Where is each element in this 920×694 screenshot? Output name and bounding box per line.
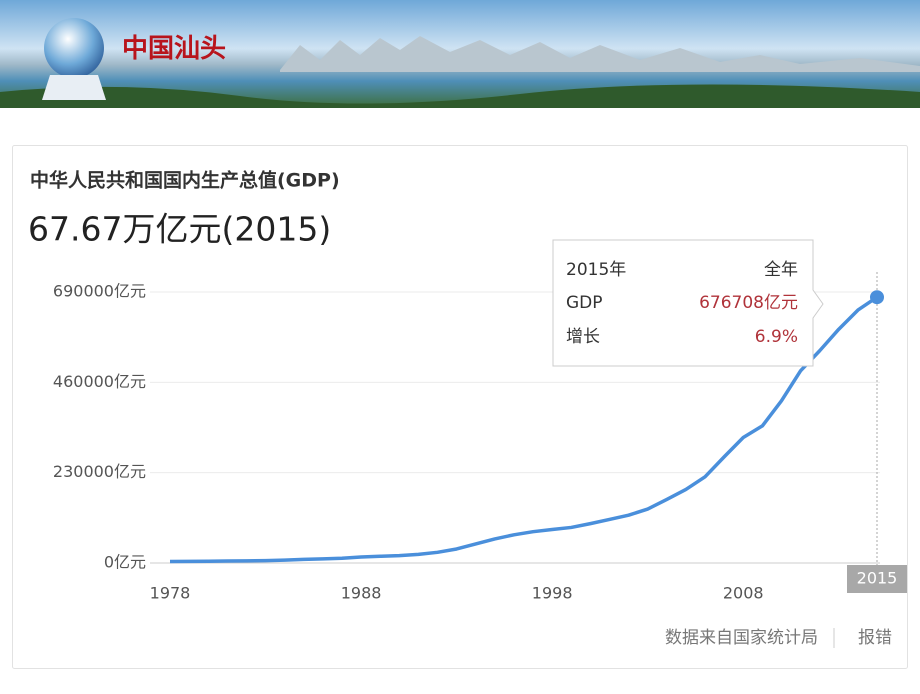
logo-text: 中国汕头 [122, 34, 226, 64]
logo-globe [44, 18, 104, 78]
tooltip-scope: 全年 [764, 260, 798, 280]
tooltip-period: 2015年 [566, 260, 626, 280]
source-note: 数据来自国家统计局 [665, 628, 818, 648]
tooltip-value: 6.9% [755, 327, 798, 347]
plot: 0亿元 230000亿元 460000亿元 690000亿元 1978 1988 1998 2… [53, 272, 907, 603]
x-tick-label: 1978 [150, 584, 191, 603]
chart-title: 中华人民共和国国内生产总值(GDP) [30, 169, 340, 192]
y-tick-label: 690000亿元 [53, 282, 146, 301]
chart-subtitle: 67.67万亿元(2015) [28, 210, 331, 249]
highlight-point [870, 290, 884, 305]
tooltip-label: GDP [566, 293, 603, 313]
highlight-x-box [847, 565, 907, 593]
x-tick-label: 1988 [341, 584, 382, 603]
logo-base [42, 75, 106, 100]
gdp-line [169, 295, 878, 564]
tooltip-label: 增长 [566, 327, 600, 347]
skyline [280, 36, 920, 72]
highlight-x-label: 2015 [857, 569, 898, 588]
report-link[interactable]: 报错 [858, 628, 892, 648]
x-tick-label: 1998 [532, 584, 573, 603]
tooltip-box [552, 239, 824, 367]
y-tick-label: 460000亿元 [53, 372, 146, 391]
hills [0, 84, 920, 108]
y-tick-label: 0亿元 [104, 553, 146, 572]
y-tick-label: 230000亿元 [53, 462, 146, 481]
tooltip-value: 676708亿元 [699, 293, 798, 313]
x-tick-label: 2008 [723, 584, 764, 603]
